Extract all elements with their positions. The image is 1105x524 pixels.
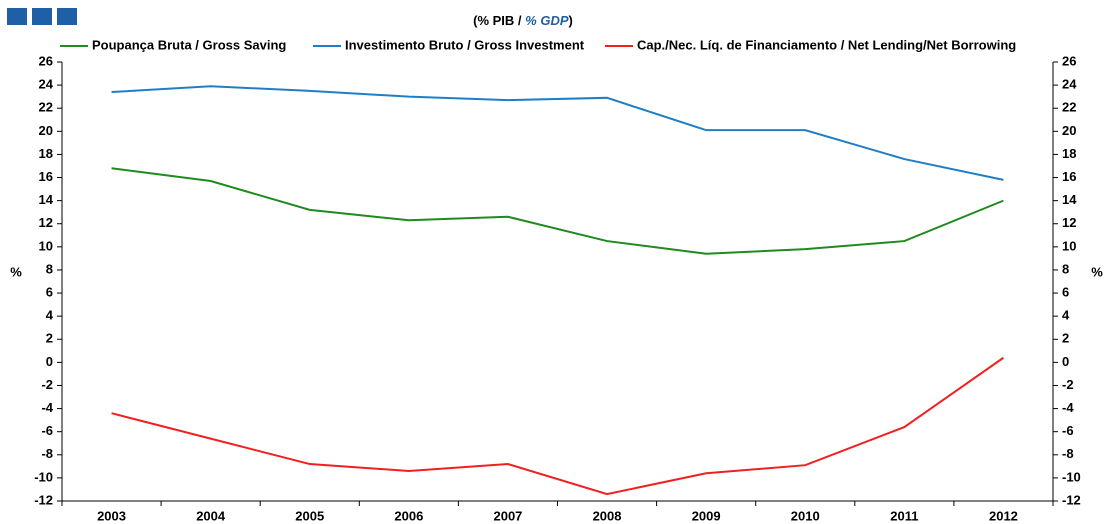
- legend-label: Cap./Nec. Líq. de Financiamento / Net Le…: [637, 37, 1016, 52]
- x-tick-label: 2003: [97, 508, 126, 523]
- y-tick-label: 20: [39, 123, 53, 138]
- y2-tick-label: 12: [1062, 215, 1076, 230]
- title-en: % GDP: [525, 13, 569, 28]
- y2-tick-label: 6: [1062, 284, 1069, 299]
- y-tick-label: 12: [39, 215, 53, 230]
- legend-label: Investimento Bruto / Gross Investment: [345, 37, 585, 52]
- y2-tick-label: -2: [1062, 377, 1074, 392]
- y2-tick-label: 10: [1062, 238, 1076, 253]
- y-tick-label: 26: [39, 53, 53, 68]
- series-line: [111, 167, 1004, 255]
- y-tick-label: 22: [39, 100, 53, 115]
- y-tick-label: 24: [39, 77, 54, 92]
- x-tick-label: 2006: [394, 508, 423, 523]
- x-tick-label: 2007: [493, 508, 522, 523]
- x-tick-label: 2009: [692, 508, 721, 523]
- y-tick-label: 6: [46, 284, 53, 299]
- y2-tick-label: -12: [1062, 492, 1081, 507]
- y2-tick-label: 26: [1062, 53, 1076, 68]
- x-tick-label: 2011: [890, 508, 918, 523]
- logo: [7, 8, 77, 25]
- y2-tick-label: 24: [1062, 77, 1077, 92]
- y2-tick-label: 20: [1062, 123, 1076, 138]
- legend-label: Poupança Bruta / Gross Saving: [92, 37, 286, 52]
- y2-tick-label: 14: [1062, 192, 1077, 207]
- y2-tick-label: 8: [1062, 261, 1069, 276]
- y-tick-label: 18: [39, 146, 53, 161]
- y-axis-label: %: [10, 264, 22, 279]
- y-tick-label: -4: [41, 400, 53, 415]
- y-tick-label: 0: [46, 354, 53, 369]
- x-tick-label: 2010: [791, 508, 820, 523]
- y2-tick-label: -8: [1062, 446, 1074, 461]
- y-tick-label: 16: [39, 169, 53, 184]
- y2-tick-label: 16: [1062, 169, 1076, 184]
- y-tick-label: 14: [39, 192, 54, 207]
- y-tick-label: -12: [34, 492, 53, 507]
- x-tick-label: 2004: [196, 508, 226, 523]
- y2-tick-label: -4: [1062, 400, 1074, 415]
- x-tick-label: 2008: [593, 508, 622, 523]
- x-tick-label: 2012: [989, 508, 1018, 523]
- y2-tick-label: 2: [1062, 331, 1069, 346]
- y-tick-label: 4: [46, 308, 54, 323]
- title-end: ): [569, 13, 573, 28]
- y2-tick-label: -10: [1062, 469, 1081, 484]
- series-line: [111, 85, 1004, 181]
- y-tick-label: 10: [39, 238, 53, 253]
- series-line: [111, 356, 1005, 496]
- y-tick-label: -2: [41, 377, 53, 392]
- y2-tick-label: 22: [1062, 100, 1076, 115]
- y-tick-label: -10: [34, 469, 53, 484]
- y2-axis-label: %: [1091, 264, 1103, 279]
- y-tick-label: 2: [46, 331, 53, 346]
- y2-tick-label: 18: [1062, 146, 1076, 161]
- y2-tick-label: -6: [1062, 423, 1074, 438]
- y2-tick-label: 4: [1062, 308, 1070, 323]
- y-tick-label: -8: [41, 446, 53, 461]
- y-tick-label: 8: [46, 261, 53, 276]
- y2-tick-label: 0: [1062, 354, 1069, 369]
- y-tick-label: -6: [41, 423, 53, 438]
- x-tick-label: 2005: [295, 508, 324, 523]
- chart-title: (% PIB / % GDP): [473, 13, 573, 28]
- title-pt: (% PIB /: [473, 13, 525, 28]
